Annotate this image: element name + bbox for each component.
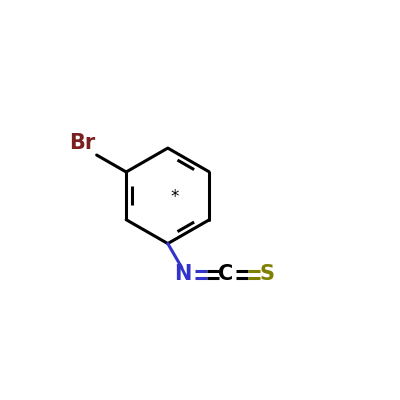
Text: Br: Br [69, 134, 95, 154]
Text: S: S [259, 264, 274, 284]
Text: N: N [175, 264, 192, 284]
Text: *: * [170, 188, 179, 206]
Text: C: C [218, 264, 233, 284]
